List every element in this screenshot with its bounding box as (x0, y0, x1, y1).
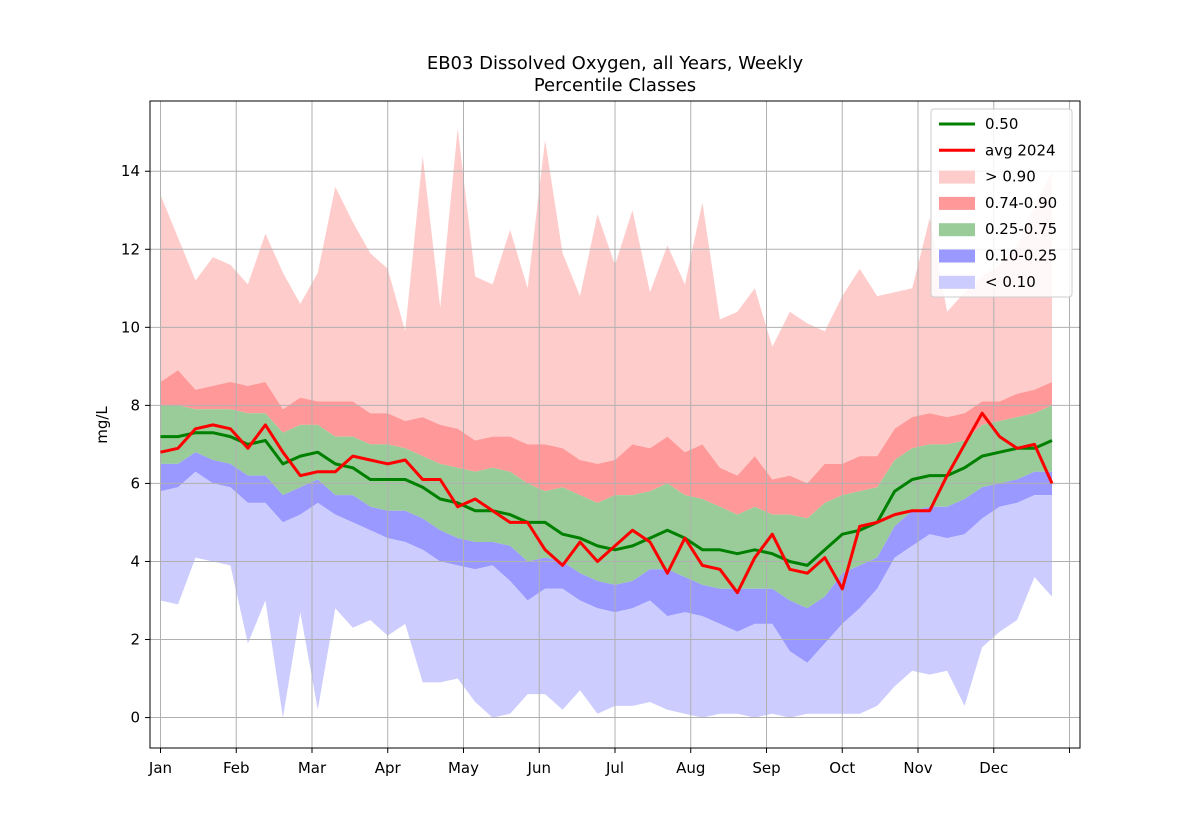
legend-label: 0.50 (985, 115, 1018, 133)
band-2 (160, 405, 1052, 609)
y-tick-label: 2 (130, 631, 140, 649)
x-tick-label: Jul (605, 759, 624, 777)
legend-label: 0.10-0.25 (985, 247, 1057, 265)
y-tick-label: 0 (130, 709, 140, 727)
x-tick-label: Oct (829, 759, 855, 777)
y-tick-label: 4 (130, 552, 140, 570)
legend-label: 0.25-0.75 (985, 220, 1057, 238)
grid-lines (150, 101, 1080, 748)
x-tick-label: Mar (298, 759, 327, 777)
y-axis-label: mg/L (93, 406, 111, 444)
chart-subtitle: Percentile Classes (534, 75, 696, 96)
legend-patch-swatch (939, 196, 975, 210)
x-tick-label: Sep (752, 759, 780, 777)
legend-patch-swatch (939, 249, 975, 263)
x-tick-label: Aug (676, 759, 705, 777)
legend-patch-swatch (939, 223, 975, 237)
axis-ticks: Jan Feb Mar Apr May Jun Jul Aug Sep Oct Nov Dec 0 2 4 6… (121, 162, 1071, 777)
y-tick-label: 14 (121, 162, 140, 180)
legend-patch-swatch (939, 170, 975, 184)
percentile-bands (160, 128, 1052, 718)
legend-label: > 0.90 (985, 168, 1036, 186)
legend-label: < 0.10 (985, 273, 1036, 291)
legend: 0.50 avg 2024 > 0.90 0.74-0.90 0.25-0.75 0.10… (930, 108, 1073, 298)
y-tick-label: 6 (130, 474, 140, 492)
band-4 (160, 471, 1052, 718)
legend-label: avg 2024 (985, 141, 1056, 159)
x-tick-label: Dec (979, 759, 1008, 777)
x-tick-label: Nov (903, 759, 932, 777)
series-line-0 (160, 431, 1053, 567)
legend-patch-swatch (939, 275, 975, 289)
x-tick-label: Feb (223, 759, 250, 777)
y-tick-label: 10 (121, 318, 140, 336)
x-tick-label: Jan (148, 759, 172, 777)
x-tick-label: Jun (527, 759, 551, 777)
series-lines (160, 411, 1054, 595)
x-tick-label: May (448, 759, 479, 777)
y-tick-label: 8 (130, 396, 140, 414)
band-0 (160, 128, 1052, 484)
series-line-1 (160, 411, 1054, 595)
band-1 (160, 370, 1052, 519)
band-3 (160, 452, 1052, 663)
x-tick-label: Apr (375, 759, 402, 777)
chart-title: EB03 Dissolved Oxygen, all Years, Weekly (427, 53, 804, 74)
legend-label: 0.74-0.90 (985, 194, 1057, 212)
y-tick-label: 12 (121, 240, 140, 258)
